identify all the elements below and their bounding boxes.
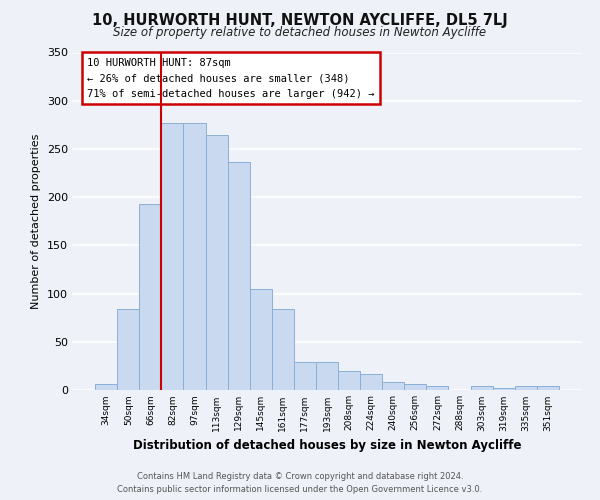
Bar	[206, 136, 227, 390]
Bar	[537, 386, 559, 390]
Bar	[227, 162, 250, 390]
Bar	[95, 384, 117, 390]
Text: Contains HM Land Registry data © Crown copyright and database right 2024.
Contai: Contains HM Land Registry data © Crown c…	[118, 472, 482, 494]
Bar	[139, 204, 161, 390]
Bar	[338, 370, 360, 390]
Bar	[360, 374, 382, 390]
Text: Size of property relative to detached houses in Newton Aycliffe: Size of property relative to detached ho…	[113, 26, 487, 39]
Bar	[404, 384, 427, 390]
Text: 10 HURWORTH HUNT: 87sqm
← 26% of detached houses are smaller (348)
71% of semi-d: 10 HURWORTH HUNT: 87sqm ← 26% of detache…	[88, 58, 375, 99]
Bar	[515, 386, 537, 390]
Text: 10, HURWORTH HUNT, NEWTON AYCLIFFE, DL5 7LJ: 10, HURWORTH HUNT, NEWTON AYCLIFFE, DL5 …	[92, 12, 508, 28]
Bar	[250, 289, 272, 390]
Bar	[161, 123, 184, 390]
Bar	[117, 309, 139, 390]
Bar	[382, 382, 404, 390]
Bar	[272, 309, 294, 390]
Bar	[316, 362, 338, 390]
Bar	[470, 386, 493, 390]
Y-axis label: Number of detached properties: Number of detached properties	[31, 134, 41, 309]
X-axis label: Distribution of detached houses by size in Newton Aycliffe: Distribution of detached houses by size …	[133, 439, 521, 452]
Bar	[184, 123, 206, 390]
Bar	[427, 386, 448, 390]
Bar	[493, 388, 515, 390]
Bar	[294, 362, 316, 390]
